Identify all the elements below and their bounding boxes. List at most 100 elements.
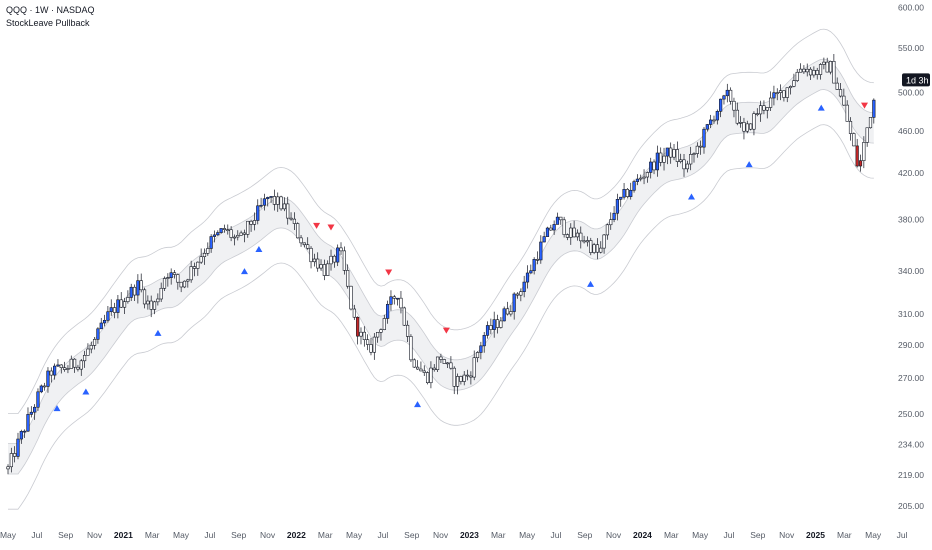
candle (382, 314, 386, 331)
candle (499, 317, 503, 329)
candle (26, 407, 30, 433)
time-tick-label: Jul (31, 530, 42, 540)
candle (402, 306, 406, 326)
candle (685, 160, 689, 173)
buy-signal-marker (154, 329, 162, 336)
candle (209, 234, 213, 253)
candle (86, 343, 90, 356)
candle (652, 159, 656, 175)
candle (196, 261, 200, 276)
candle (452, 366, 456, 395)
candle (735, 102, 739, 126)
candle (832, 54, 836, 84)
time-tick-label: May (346, 530, 363, 540)
candle (92, 336, 97, 350)
candle (522, 275, 526, 298)
candle (376, 332, 380, 343)
buy-signal-marker (53, 405, 61, 412)
symbol-title[interactable]: QQQ · 1W · NASDAQ (6, 5, 95, 15)
candle (356, 316, 360, 345)
candle (386, 300, 390, 324)
candle (76, 364, 80, 372)
candle (569, 223, 573, 245)
candle (329, 249, 333, 271)
candle (409, 334, 413, 363)
candle (246, 220, 250, 238)
candle (732, 97, 736, 118)
candle (139, 273, 143, 293)
candle (82, 350, 87, 368)
time-tick-label: Sep (58, 530, 73, 540)
candle (529, 264, 533, 274)
candle (316, 252, 320, 272)
buy-signal-marker (240, 268, 248, 275)
candle (306, 237, 310, 250)
candle (252, 212, 257, 231)
candle (73, 358, 77, 373)
candle (449, 356, 453, 370)
candle (259, 197, 263, 209)
candle (439, 353, 443, 364)
candle (505, 301, 510, 316)
candle (772, 85, 776, 106)
candle (232, 234, 237, 246)
time-tick-label: Jul (724, 530, 735, 540)
time-tick-label: 2025 (806, 530, 825, 540)
buy-signal-marker (414, 401, 422, 408)
candle (339, 242, 343, 255)
candle (33, 404, 37, 420)
candle (679, 153, 683, 164)
buy-signal-marker (255, 246, 263, 253)
candle (629, 182, 633, 200)
price-tick-label: 310.00 (898, 309, 924, 319)
candle (186, 278, 190, 288)
indicator-name[interactable]: StockLeave Pullback (6, 18, 90, 28)
candle (109, 299, 113, 316)
candle (725, 83, 729, 103)
candle (539, 235, 543, 264)
candle (702, 127, 706, 154)
price-tick-label: 600.00 (898, 3, 924, 13)
candle (778, 84, 783, 101)
candle (515, 292, 520, 299)
candle (842, 88, 846, 107)
candle (565, 233, 570, 241)
candle (782, 90, 786, 102)
candle (489, 318, 493, 335)
candle (762, 100, 766, 115)
candle (605, 223, 610, 240)
candle (342, 246, 346, 275)
candle (739, 116, 743, 128)
candle (709, 114, 713, 129)
candle (346, 264, 350, 289)
candle (635, 174, 639, 186)
candle (742, 117, 746, 140)
candle (692, 152, 696, 163)
candle (465, 369, 470, 381)
candle (642, 169, 646, 185)
candle (808, 67, 813, 80)
price-tick-label: 420.00 (898, 168, 924, 178)
candle (545, 226, 550, 237)
time-tick-label: Jul (377, 530, 388, 540)
candle (159, 282, 163, 302)
price-axis: 205.00 219.00 234.00 250.00 270.00 290.00 310.… (898, 3, 924, 511)
candle (795, 69, 799, 83)
candle (396, 297, 400, 306)
candle (659, 147, 663, 167)
buy-signal-marker (817, 104, 825, 111)
buy-signal-marker (687, 193, 695, 200)
signal-markers (53, 102, 869, 412)
candle (282, 197, 286, 212)
candle (229, 226, 233, 242)
candle (256, 199, 260, 225)
candle (485, 321, 490, 339)
candle (132, 284, 137, 302)
pullback-bands (8, 28, 874, 510)
candle (812, 66, 816, 78)
outer-band-upper (8, 28, 874, 415)
candle (525, 265, 530, 289)
candle (146, 295, 150, 310)
candle (852, 132, 856, 147)
